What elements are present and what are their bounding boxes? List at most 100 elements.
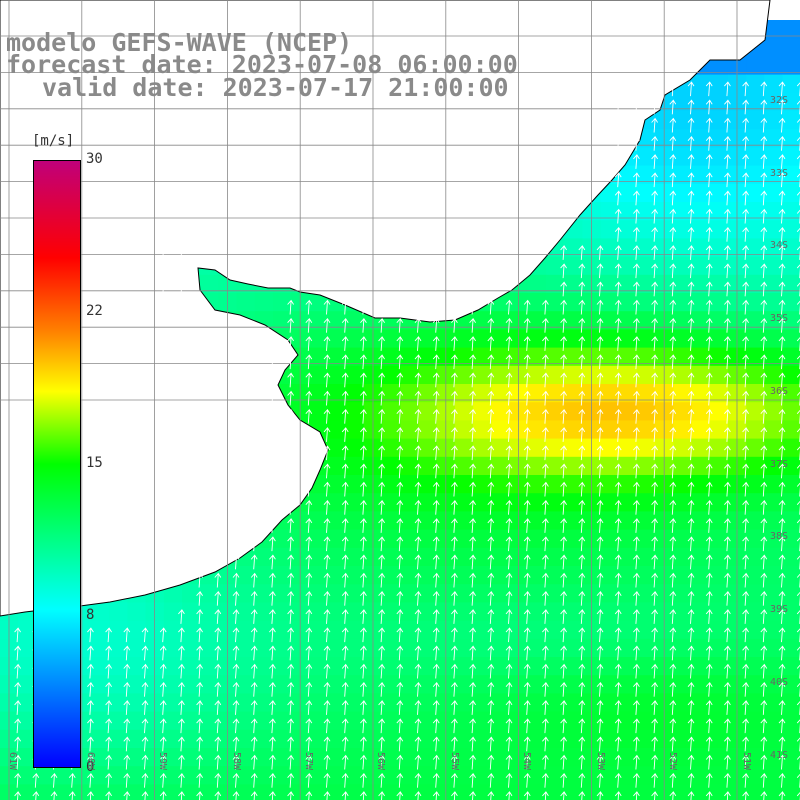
wind-arrow [432, 408, 440, 424]
wind-arrow [724, 99, 731, 115]
wind-arrow [523, 336, 531, 351]
wind-cell [618, 456, 638, 476]
wind-cell [673, 493, 693, 512]
wind-cell [764, 420, 784, 440]
wind-cell [764, 165, 784, 185]
wind-cell [709, 274, 729, 294]
wind-cell [564, 420, 583, 440]
wind-arrow [305, 463, 313, 479]
colorbar-unit: [m/s] [32, 133, 75, 149]
wind-arrow [487, 590, 495, 606]
wind-arrow [560, 372, 567, 388]
wind-arrow [269, 518, 276, 533]
wind-cell [764, 511, 784, 531]
wind-cell [254, 784, 274, 800]
wind-arrow [305, 772, 313, 788]
wind-arrow [614, 518, 622, 533]
wind-arrow [159, 263, 167, 279]
wind-arrow [633, 718, 640, 734]
wind-cell [91, 748, 110, 767]
wind-cell [163, 766, 183, 785]
wind-cell [473, 584, 492, 603]
wind-arrow [232, 772, 240, 788]
wind-cell [764, 365, 784, 385]
wind-arrow [724, 463, 731, 479]
wind-arrow [432, 609, 440, 624]
wind-cell [728, 256, 747, 276]
wind-arrow [633, 154, 640, 169]
wind-arrow [760, 299, 768, 315]
wind-cell [764, 238, 784, 258]
wind-cell [582, 384, 602, 403]
wind-arrow [742, 499, 749, 515]
wind-cell [254, 584, 274, 603]
wind-cell [273, 566, 292, 585]
wind-cell [709, 657, 729, 676]
wind-cell [382, 365, 401, 385]
wind-cell [473, 784, 492, 800]
wind-arrow [505, 590, 513, 606]
wind-arrow [487, 499, 495, 515]
wind-arrow [542, 736, 549, 752]
wind-arrow [414, 390, 422, 406]
wind-cell [728, 347, 747, 367]
wind-arrow [469, 772, 476, 788]
colorbar [33, 160, 81, 768]
wind-cell [637, 147, 656, 167]
wind-cell [637, 493, 656, 512]
wind-arrow [651, 718, 658, 734]
wind-cell [746, 511, 765, 531]
wind-arrow [414, 463, 422, 479]
wind-arrow [633, 390, 640, 406]
wind-arrow [651, 336, 658, 351]
wind-arrow [578, 245, 586, 260]
wind-cell [527, 493, 547, 512]
wind-cell [782, 766, 800, 785]
wind-arrow [760, 754, 768, 770]
wind-cell [382, 329, 401, 349]
wind-arrow [505, 700, 513, 715]
wind-cell [200, 638, 219, 658]
wind-arrow [396, 463, 404, 479]
wind-cell [582, 329, 602, 349]
wind-cell [600, 183, 620, 203]
wind-cell [54, 784, 74, 800]
wind-arrow [742, 245, 749, 260]
wind-arrow [141, 663, 149, 679]
wind-cell [564, 584, 583, 603]
wind-arrow [487, 518, 495, 533]
wind-arrow [323, 554, 331, 570]
wind-arrow [214, 772, 222, 788]
wind-cell [582, 293, 602, 312]
wind-cell [473, 711, 492, 731]
wind-arrow [687, 427, 695, 442]
wind-arrow [596, 554, 604, 570]
wind-cell [18, 766, 37, 785]
wind-arrow [432, 645, 440, 661]
wind-cell [673, 511, 693, 531]
wind-arrow [341, 772, 349, 788]
wind-arrow [705, 536, 713, 552]
wind-cell [254, 729, 274, 749]
wind-cell [673, 566, 693, 585]
wind-arrow [378, 663, 385, 679]
wind-arrow [578, 354, 586, 370]
wind-cell [546, 329, 565, 349]
wind-cell [600, 638, 620, 658]
wind-cell [746, 657, 765, 676]
wind-cell [709, 584, 729, 603]
wind-arrow [214, 590, 222, 606]
wind-cell [582, 238, 602, 258]
wind-cell [782, 657, 800, 676]
wind-cell [746, 293, 765, 312]
wind-cell [491, 675, 511, 694]
wind-arrow [705, 190, 713, 206]
wind-arrow [360, 609, 367, 624]
wind-cell [764, 438, 784, 458]
wind-arrow [578, 499, 586, 515]
wind-arrow [341, 736, 349, 752]
wind-cell [109, 657, 128, 676]
wind-cell [546, 711, 565, 731]
wind-arrow [305, 299, 313, 315]
